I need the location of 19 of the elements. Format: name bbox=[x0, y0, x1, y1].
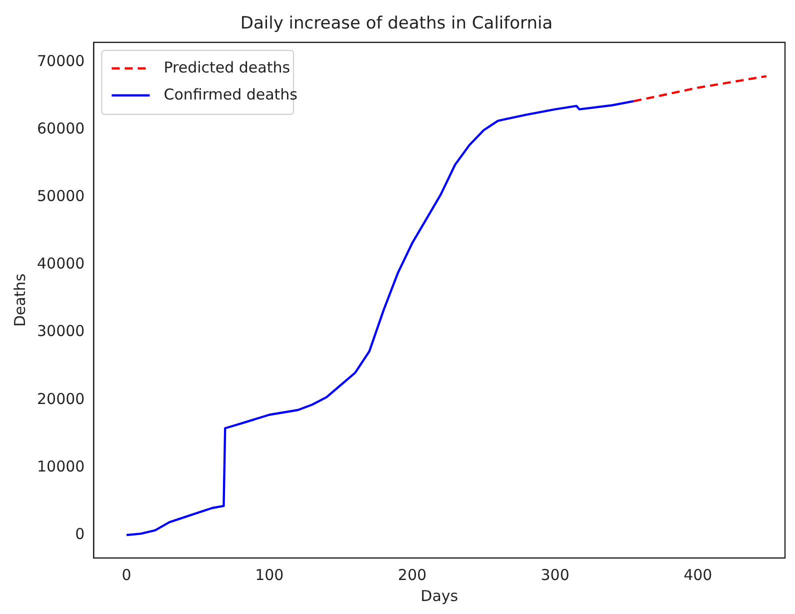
y-tick-label: 60000 bbox=[37, 119, 85, 138]
legend-label: Predicted deaths bbox=[164, 58, 290, 76]
chart-title: Daily increase of deaths in California bbox=[240, 14, 553, 34]
x-tick-label: 0 bbox=[122, 566, 132, 584]
y-tick-label: 10000 bbox=[37, 457, 85, 476]
y-axis-title: Deaths bbox=[10, 273, 29, 327]
x-tick-label: 400 bbox=[684, 566, 712, 584]
legend-label: Confirmed deaths bbox=[164, 85, 298, 104]
y-tick-label: 70000 bbox=[37, 52, 85, 70]
y-tick-label: 0 bbox=[75, 524, 85, 543]
x-tick-label: 300 bbox=[540, 566, 570, 584]
x-tick-label: 200 bbox=[398, 566, 427, 584]
x-tick-label: 100 bbox=[255, 566, 284, 584]
x-axis-title: Days bbox=[420, 586, 458, 605]
y-tick-label: 30000 bbox=[37, 322, 85, 340]
line-series bbox=[632, 75, 768, 102]
y-tick-label: 20000 bbox=[37, 390, 85, 408]
y-tick-label: 50000 bbox=[37, 187, 85, 206]
y-tick-label: 40000 bbox=[37, 254, 85, 273]
